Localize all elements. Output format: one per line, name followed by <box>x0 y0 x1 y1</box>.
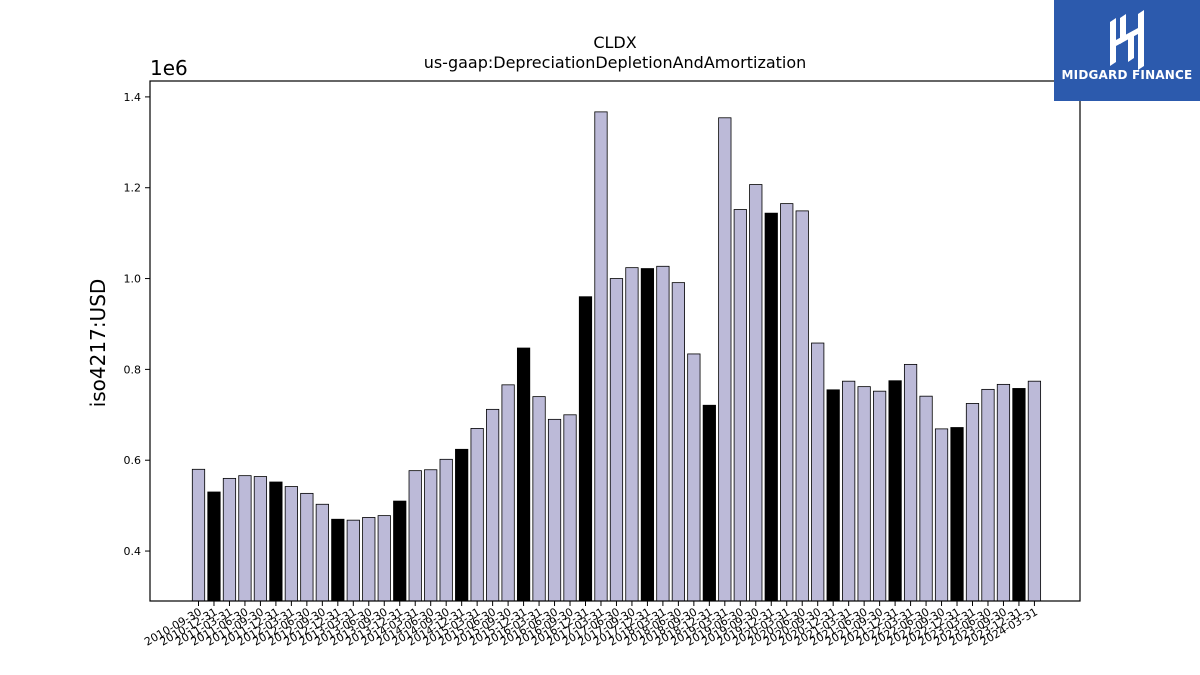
bar-2018-09-30 <box>687 353 701 602</box>
x-ticks-group: 2010-09-302010-12-312011-03-312011-06-30… <box>142 601 1040 649</box>
bar-2018-06-30 <box>671 282 685 602</box>
bar-2013-09-30 <box>377 515 391 602</box>
bar-2012-03-31 <box>284 486 298 602</box>
bar-2013-03-31 <box>346 519 360 602</box>
bar-2015-06-30 <box>486 408 500 602</box>
bar-2018-03-31 <box>656 265 670 602</box>
bar-2019-06-30 <box>733 209 747 602</box>
bar-2020-06-30 <box>795 210 809 602</box>
y-axis-label: iso4217:USD <box>86 279 110 408</box>
bar-2017-09-30 <box>625 267 639 602</box>
bar-2023-06-30 <box>981 388 995 602</box>
bar-2014-06-30 <box>424 469 438 602</box>
bar-2019-12-31 <box>764 212 778 602</box>
bar-2011-06-30 <box>238 475 252 602</box>
bar-2021-03-31 <box>842 380 856 602</box>
bar-2017-06-30 <box>609 278 624 602</box>
bar-2012-09-30 <box>315 503 329 602</box>
bar-2023-03-31 <box>965 403 980 602</box>
bar-2022-09-30 <box>934 428 949 602</box>
y-tick-label: 1.4 <box>124 91 142 104</box>
bar-2012-06-30 <box>300 492 314 602</box>
bar-2015-12-31 <box>516 347 531 602</box>
bar-2020-09-30 <box>811 342 825 602</box>
bar-2016-09-30 <box>563 414 577 602</box>
logo-text: MIDGARD FINANCE <box>1061 68 1193 82</box>
bar-2023-09-30 <box>996 383 1011 602</box>
bar-2017-03-31 <box>594 111 608 602</box>
bars-group <box>191 111 1042 602</box>
bar-2010-12-31 <box>207 491 221 602</box>
bar-2022-06-30 <box>919 395 933 602</box>
bar-2015-03-31 <box>470 428 484 602</box>
y-ticks-group: 0.4 0.6 0.8 1.0 1.2 1.4 <box>124 91 150 558</box>
bar-2011-12-31 <box>269 481 283 602</box>
bar-2014-03-31 <box>408 470 422 602</box>
bar-2019-09-30 <box>749 184 763 602</box>
midgard-finance-logo: MIDGARD FINANCE <box>1054 0 1200 101</box>
bar-2021-12-31 <box>888 380 902 602</box>
bar-2015-09-30 <box>501 384 515 602</box>
bar-2020-03-31 <box>780 203 794 602</box>
bar-2014-12-31 <box>455 448 469 602</box>
bar-2010-09-30 <box>191 468 206 602</box>
bar-2021-09-30 <box>873 390 887 602</box>
bar-2016-03-31 <box>532 396 546 602</box>
bar-2011-09-30 <box>253 476 268 602</box>
bar-2022-03-31 <box>903 363 918 602</box>
bar-2018-12-31 <box>702 404 716 602</box>
chart-subtitle: us-gaap:DepreciationDepletionAndAmortiza… <box>424 53 807 72</box>
bar-2012-12-31 <box>331 518 345 602</box>
bar-2016-06-30 <box>547 418 562 602</box>
y-tick-label: 1.2 <box>124 182 142 195</box>
chart-title: CLDX <box>593 33 636 52</box>
plot-frame <box>149 80 1081 602</box>
bar-2021-06-30 <box>857 386 871 602</box>
bar-2019-03-31 <box>718 117 732 602</box>
bar-2024-03-31 <box>1027 380 1042 602</box>
bar-2013-12-31 <box>393 500 407 602</box>
y-tick-label: 1.0 <box>124 273 142 286</box>
bar-2011-03-31 <box>222 477 237 602</box>
y-offset-text: 1e6 <box>150 56 188 80</box>
logo-mark-icon <box>1110 10 1144 70</box>
bar-2016-12-31 <box>578 296 593 602</box>
y-tick-label: 0.8 <box>124 363 142 376</box>
bar-2013-06-30 <box>362 517 376 602</box>
bar-2020-12-31 <box>826 389 840 602</box>
y-tick-label: 0.6 <box>124 454 142 467</box>
bar-2023-12-31 <box>1012 388 1026 602</box>
y-tick-label: 0.4 <box>124 545 142 558</box>
bar-2022-12-31 <box>950 427 964 602</box>
bar-2014-09-30 <box>439 458 453 602</box>
bar-2017-12-31 <box>640 268 655 602</box>
